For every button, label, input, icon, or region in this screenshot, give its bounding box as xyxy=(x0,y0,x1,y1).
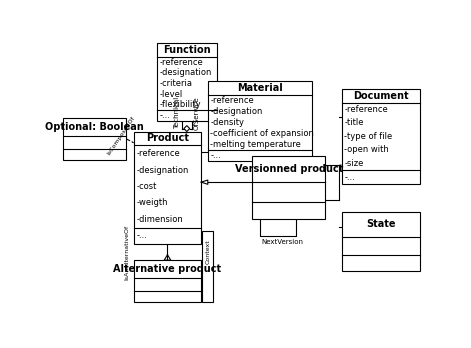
Text: -reference: -reference xyxy=(159,58,203,67)
Bar xyxy=(157,43,217,121)
Text: -...: -... xyxy=(211,151,221,160)
Text: -open with: -open with xyxy=(344,145,389,155)
Text: Alternative product: Alternative product xyxy=(114,264,221,274)
Text: Technical: Technical xyxy=(174,97,180,129)
Bar xyxy=(134,132,201,244)
Text: -title: -title xyxy=(344,118,364,127)
Text: -coefficient of expansion: -coefficient of expansion xyxy=(211,129,314,138)
Text: Product: Product xyxy=(146,134,189,143)
Text: -dimension: -dimension xyxy=(136,215,183,224)
Text: State: State xyxy=(366,219,396,229)
Text: IsAnAlternativeOf: IsAnAlternativeOf xyxy=(124,224,129,280)
Text: -density: -density xyxy=(211,118,244,127)
Text: OfService: OfService xyxy=(194,96,200,129)
Text: -designation: -designation xyxy=(159,69,211,78)
Bar xyxy=(208,81,312,161)
Text: -size: -size xyxy=(344,159,364,168)
Text: -...: -... xyxy=(136,231,147,240)
Text: -...: -... xyxy=(344,173,355,182)
Text: Document: Document xyxy=(353,90,409,101)
Bar xyxy=(134,260,201,302)
Text: -criteria: -criteria xyxy=(159,79,192,88)
Text: -designation: -designation xyxy=(211,106,263,116)
Text: -reference: -reference xyxy=(211,96,254,105)
Text: -flexibility: -flexibility xyxy=(159,100,201,109)
Text: -melting temperature: -melting temperature xyxy=(211,140,301,149)
Text: Context: Context xyxy=(205,240,211,264)
Text: -weigth: -weigth xyxy=(136,198,168,207)
Text: Function: Function xyxy=(163,45,211,55)
Text: -reference: -reference xyxy=(136,149,180,158)
Text: Versionned product: Versionned product xyxy=(235,164,343,174)
Text: -type of file: -type of file xyxy=(344,132,392,141)
Bar xyxy=(63,118,126,160)
Text: Material: Material xyxy=(237,82,283,93)
Text: IsComposedOf: IsComposedOf xyxy=(106,115,136,156)
Bar xyxy=(342,89,420,184)
Bar xyxy=(252,156,325,219)
Text: -...: -... xyxy=(159,111,170,120)
Text: -cost: -cost xyxy=(136,182,157,191)
Text: -designation: -designation xyxy=(136,166,188,175)
Text: NextVersion: NextVersion xyxy=(261,239,303,245)
Bar xyxy=(202,231,213,302)
Text: Optional: Boolean: Optional: Boolean xyxy=(45,122,144,132)
Bar xyxy=(342,212,420,271)
Text: -level: -level xyxy=(159,90,182,99)
Text: -reference: -reference xyxy=(344,105,388,114)
